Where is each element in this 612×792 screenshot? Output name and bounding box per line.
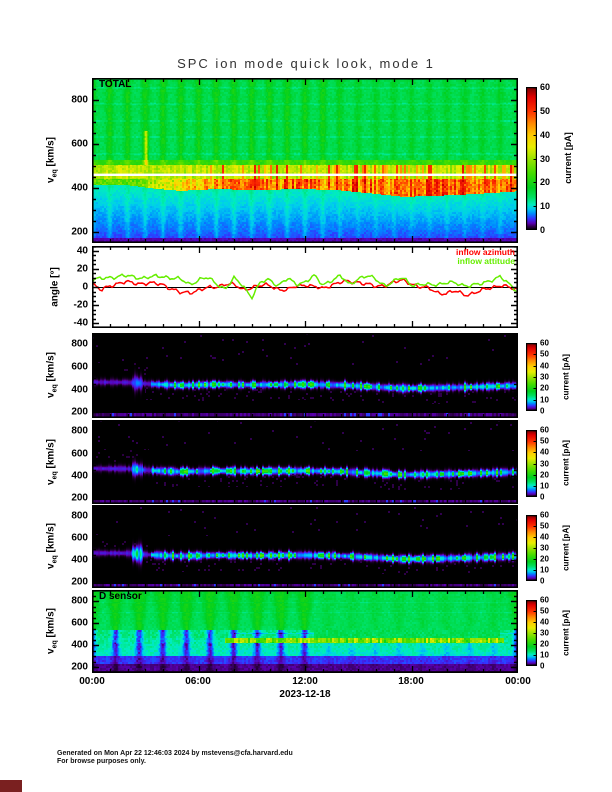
speed-y-tick-label: 600 [71,532,88,544]
speed-y-tick-label: 400 [71,182,88,194]
speed-y-tick-label: 600 [71,361,88,373]
colorbar-tick-label: 30 [540,543,549,553]
page-title: SPC ion mode quick look, mode 1 [177,56,435,71]
colorbar-tick-label: 10 [540,565,549,575]
speed-y-tick-label: 200 [71,576,88,588]
colorbar-tick-label: 0 [540,492,545,502]
x-tick-0000b: 00:00 [505,676,531,687]
speed-y-tick-label: 600 [71,138,88,150]
angle-y-tick-label: 0 [82,281,88,293]
x-tick-0600: 06:00 [185,676,211,687]
corner-mark [0,780,22,792]
speed-y-tick-label: 400 [71,384,88,396]
colorbar-tick-label: 20 [540,383,549,393]
colorbar-tick-label: 40 [540,447,549,457]
legend-inflow-attitude: inflow attitude [457,256,515,266]
colorbar-tick-label: 30 [540,153,551,164]
d-sensor-colorbar [526,600,537,666]
colorbar-tick-label: 50 [540,349,549,359]
speed-y-tick-label: 400 [71,554,88,566]
y-axis-label-sensor-2: veq [km/s] [45,439,59,485]
total-colorbar [526,87,537,230]
colorbar-tick-label: 10 [540,395,549,405]
colorbar-label-sensor-2: current [pA] [561,440,571,486]
colorbar-tick-label: 40 [540,532,549,542]
y-axis-label-angle: angle [°] [49,267,61,307]
panel-label-d-sensor: D sensor [99,591,142,602]
colorbar-tick-label: 50 [540,606,549,616]
speed-y-tick-label: 400 [71,639,88,651]
speed-y-tick-label: 800 [71,425,88,437]
colorbar-label-total: current [pA] [563,132,573,184]
colorbar-tick-label: 0 [540,225,546,235]
y-axis-label-sensor-1: veq [km/s] [45,352,59,398]
colorbar-tick-label: 60 [540,595,549,605]
colorbar-tick-label: 60 [540,425,549,435]
d-sensor-spectrogram-canvas [92,590,518,673]
colorbar-tick-label: 0 [540,406,545,416]
colorbar-tick-label: 30 [540,372,549,382]
sensor-spectrogram-1-canvas [92,333,518,418]
sensor-3-colorbar [526,515,537,581]
colorbar-label-d-sensor: current [pA] [561,610,571,656]
colorbar-tick-label: 30 [540,459,549,468]
colorbar-label-sensor-3: current [pA] [561,525,571,571]
colorbar-tick-label: 20 [540,554,549,564]
sensor-spectrogram-3-canvas [92,505,518,588]
sensor-2-colorbar [526,430,537,497]
inflow-angle-chart-canvas [92,246,518,328]
colorbar-tick-label: 40 [540,617,549,627]
speed-y-tick-label: 800 [71,595,88,607]
sensor-spectrogram-2-canvas [92,420,518,504]
colorbar-tick-label: 50 [540,521,549,531]
speed-y-tick-label: 400 [71,470,88,482]
speed-y-tick-label: 200 [71,406,88,418]
speed-y-tick-label: 200 [71,492,88,504]
total-spectrogram-canvas [92,78,518,243]
x-tick-1200: 12:00 [292,676,318,687]
speed-y-tick-label: 800 [71,338,88,350]
x-axis-date-label: 2023-12-18 [279,689,331,700]
colorbar-tick-label: 60 [540,510,549,520]
speed-y-tick-label: 800 [71,510,88,522]
y-axis-label-d-sensor: veq [km/s] [45,608,59,654]
colorbar-tick-label: 10 [540,481,549,491]
panel-label-total: TOTAL [99,79,132,90]
speed-y-tick-label: 600 [71,617,88,629]
colorbar-tick-label: 0 [540,661,545,671]
colorbar-tick-label: 20 [540,470,549,480]
speed-y-tick-label: 200 [71,226,88,238]
colorbar-tick-label: 60 [540,338,549,348]
colorbar-tick-label: 20 [540,639,549,649]
speed-y-tick-label: 800 [71,94,88,106]
colorbar-tick-label: 30 [540,628,549,638]
footer-browse-line: For browse purposes only. [57,758,146,765]
angle-y-tick-label: -40 [73,317,88,329]
y-axis-label-sensor-3: veq [km/s] [45,523,59,569]
sensor-1-colorbar [526,343,537,411]
legend-inflow-azimuth: inflow azimuth [455,247,515,257]
colorbar-tick-label: 50 [540,436,549,446]
angle-y-tick-label: 40 [76,245,88,257]
speed-y-tick-label: 200 [71,661,88,673]
colorbar-tick-label: 40 [540,129,551,140]
colorbar-tick-label: 0 [540,576,545,586]
colorbar-label-sensor-1: current [pA] [561,354,571,400]
angle-y-tick-label: -20 [73,299,88,311]
footer-generated-line: Generated on Mon Apr 22 12:46:03 2024 by… [57,750,293,757]
colorbar-tick-label: 20 [540,177,551,188]
y-axis-label-total: veq [km/s] [45,137,59,183]
x-tick-1800: 18:00 [398,676,424,687]
colorbar-tick-label: 60 [540,82,551,92]
speed-y-tick-label: 600 [71,448,88,460]
colorbar-tick-label: 10 [540,650,549,660]
colorbar-tick-label: 40 [540,361,549,371]
x-tick-0000a: 00:00 [79,676,105,687]
angle-y-tick-label: 20 [76,263,88,275]
colorbar-tick-label: 10 [540,201,551,212]
colorbar-tick-label: 50 [540,105,551,116]
